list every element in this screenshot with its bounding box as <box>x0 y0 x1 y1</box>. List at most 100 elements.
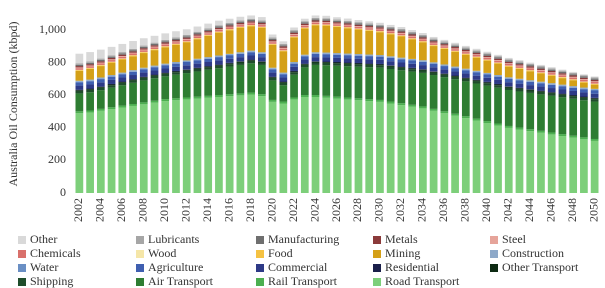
bar-segment <box>515 80 524 84</box>
bar-segment <box>257 57 266 62</box>
bar-segment <box>386 103 395 193</box>
bar-segment <box>494 76 502 80</box>
bar-segment <box>354 29 363 55</box>
bar-segment <box>526 66 535 68</box>
bar-segment <box>290 99 298 193</box>
bar-segment <box>322 97 331 193</box>
legend-swatch <box>136 236 144 244</box>
bar-segment <box>300 56 309 60</box>
bar-segment <box>129 79 137 81</box>
bar-segment <box>311 25 320 53</box>
bar-segment <box>236 62 245 65</box>
bar-segment <box>204 23 213 29</box>
bar-segment <box>397 57 406 59</box>
bar-segment <box>408 39 417 59</box>
bar-segment <box>172 72 180 75</box>
bar-segment <box>75 66 84 68</box>
bar-segment <box>268 37 277 39</box>
bar-segment <box>75 68 84 70</box>
bar-segment <box>343 55 352 59</box>
bar-segment <box>429 108 438 111</box>
bar-segment <box>558 69 567 71</box>
bar-segment <box>150 78 159 101</box>
bar-segment <box>257 21 266 23</box>
legend-swatch <box>256 236 264 244</box>
bar-segment <box>311 17 320 20</box>
bar-segment <box>129 103 137 106</box>
bar-segment <box>107 60 116 62</box>
bar-segment <box>558 73 567 75</box>
bar-segment <box>107 62 116 63</box>
bar-segment <box>461 54 470 69</box>
bar-segment <box>515 83 524 88</box>
bar-segment <box>408 60 417 64</box>
bar-segment <box>215 64 223 66</box>
bar-segment <box>150 50 159 66</box>
bar-segment <box>526 70 535 72</box>
bar-segment <box>204 69 213 96</box>
bar-segment <box>107 59 116 61</box>
bar-segment <box>547 84 556 89</box>
x-tick-label: 2044 <box>522 198 536 222</box>
bar-segment <box>354 26 363 27</box>
bar-segment <box>247 21 255 23</box>
bar-segment <box>419 70 427 73</box>
bar-segment <box>376 59 384 64</box>
bar-segment <box>172 98 180 101</box>
bar-segment <box>537 86 545 91</box>
bar-segment <box>279 45 288 47</box>
bar-segment <box>354 24 363 27</box>
bar-segment <box>515 60 524 62</box>
bar-segment <box>419 60 427 62</box>
bar-segment <box>215 68 223 96</box>
bar-segment <box>161 65 170 69</box>
bar-segment <box>429 63 438 68</box>
bar-segment <box>419 36 427 38</box>
bar-segment <box>322 95 331 98</box>
bar-segment <box>150 47 159 49</box>
bar-segment <box>494 87 502 124</box>
bar-segment <box>590 77 599 79</box>
bar-segment <box>172 44 180 63</box>
bar-segment <box>236 57 245 62</box>
bar-segment <box>343 62 352 64</box>
bar-segment <box>547 93 556 96</box>
bar-segment <box>483 72 492 75</box>
bar-segment <box>333 96 341 99</box>
bar-segment <box>300 22 309 24</box>
bar-segment <box>569 80 578 87</box>
bar-segment <box>386 57 395 62</box>
bar-segment <box>386 66 395 70</box>
bar-segment <box>580 77 588 80</box>
bar-segment <box>397 105 406 193</box>
bar-segment <box>569 135 578 138</box>
bar-segment <box>451 48 459 50</box>
x-tick-label: 2026 <box>329 198 343 222</box>
bar-segment <box>236 21 245 23</box>
x-tick-label: 2050 <box>586 198 600 222</box>
bar-segment <box>215 96 223 193</box>
bar-segment <box>558 75 567 77</box>
bar-segment <box>75 70 84 71</box>
bar-segment <box>118 77 127 82</box>
bar-segment <box>343 18 352 21</box>
bar-segment <box>333 17 341 20</box>
bar-segment <box>354 58 363 63</box>
legend-label: Residential <box>385 260 440 274</box>
bar-segment <box>225 63 234 65</box>
bar-segment <box>290 34 298 35</box>
bar-segment <box>386 29 395 31</box>
bar-segment <box>96 61 105 63</box>
bar-segment <box>139 69 148 73</box>
bar-segment <box>290 71 298 73</box>
bar-segment <box>139 48 148 50</box>
bar-segment <box>569 86 578 88</box>
bar-segment <box>397 31 406 33</box>
bar-segment <box>440 44 449 46</box>
bar-segment <box>107 76 116 80</box>
bar-segment <box>182 60 191 62</box>
bar-segment <box>311 64 320 96</box>
bar-segment <box>580 76 588 78</box>
bar-segment <box>225 24 234 26</box>
bar-segment <box>333 26 341 28</box>
